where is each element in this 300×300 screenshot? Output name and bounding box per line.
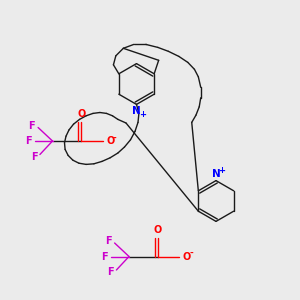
Text: -: -: [189, 249, 193, 258]
Text: O: O: [183, 251, 191, 262]
Text: +: +: [218, 166, 226, 175]
Text: F: F: [107, 267, 114, 278]
Text: O: O: [77, 110, 86, 119]
Text: -: -: [113, 134, 116, 142]
Text: F: F: [28, 121, 35, 131]
Text: N: N: [212, 169, 220, 179]
Text: F: F: [105, 236, 112, 246]
Text: O: O: [106, 136, 115, 146]
Text: F: F: [31, 152, 38, 162]
Text: F: F: [25, 136, 32, 146]
Text: O: O: [154, 225, 162, 235]
Text: N: N: [132, 106, 141, 116]
Text: +: +: [139, 110, 146, 118]
Text: F: F: [101, 251, 108, 262]
